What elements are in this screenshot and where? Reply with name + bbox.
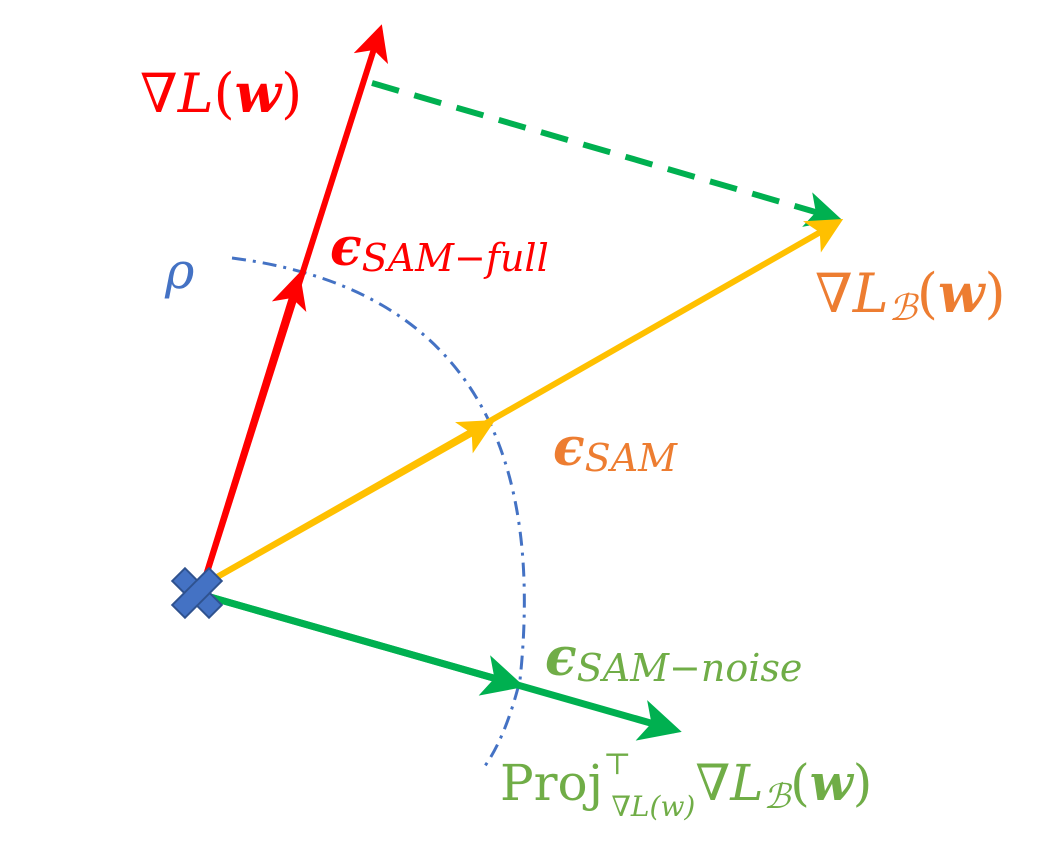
eps-sam-arrow bbox=[201, 420, 496, 588]
rho-arc bbox=[231, 256, 526, 771]
label-eps-full: ϵSAM−full bbox=[330, 217, 549, 280]
label-grad-full: ∇L(w) bbox=[140, 61, 302, 125]
label-projection: Proj⊤ ∇L(w)∇Lℬ(w) bbox=[500, 747, 872, 823]
dashed-difference-line bbox=[371, 80, 842, 227]
label-eps-sam: ϵSAM bbox=[553, 417, 678, 480]
eps-full-arrow bbox=[200, 272, 307, 586]
eps-noise-arrow bbox=[202, 591, 525, 696]
cross-marker-icon bbox=[170, 566, 224, 620]
label-grad-batch: ∇Lℬ(w) bbox=[815, 261, 1006, 329]
label-rho: ρ bbox=[164, 242, 195, 300]
label-eps-noise: ϵSAM−noise bbox=[545, 627, 802, 690]
